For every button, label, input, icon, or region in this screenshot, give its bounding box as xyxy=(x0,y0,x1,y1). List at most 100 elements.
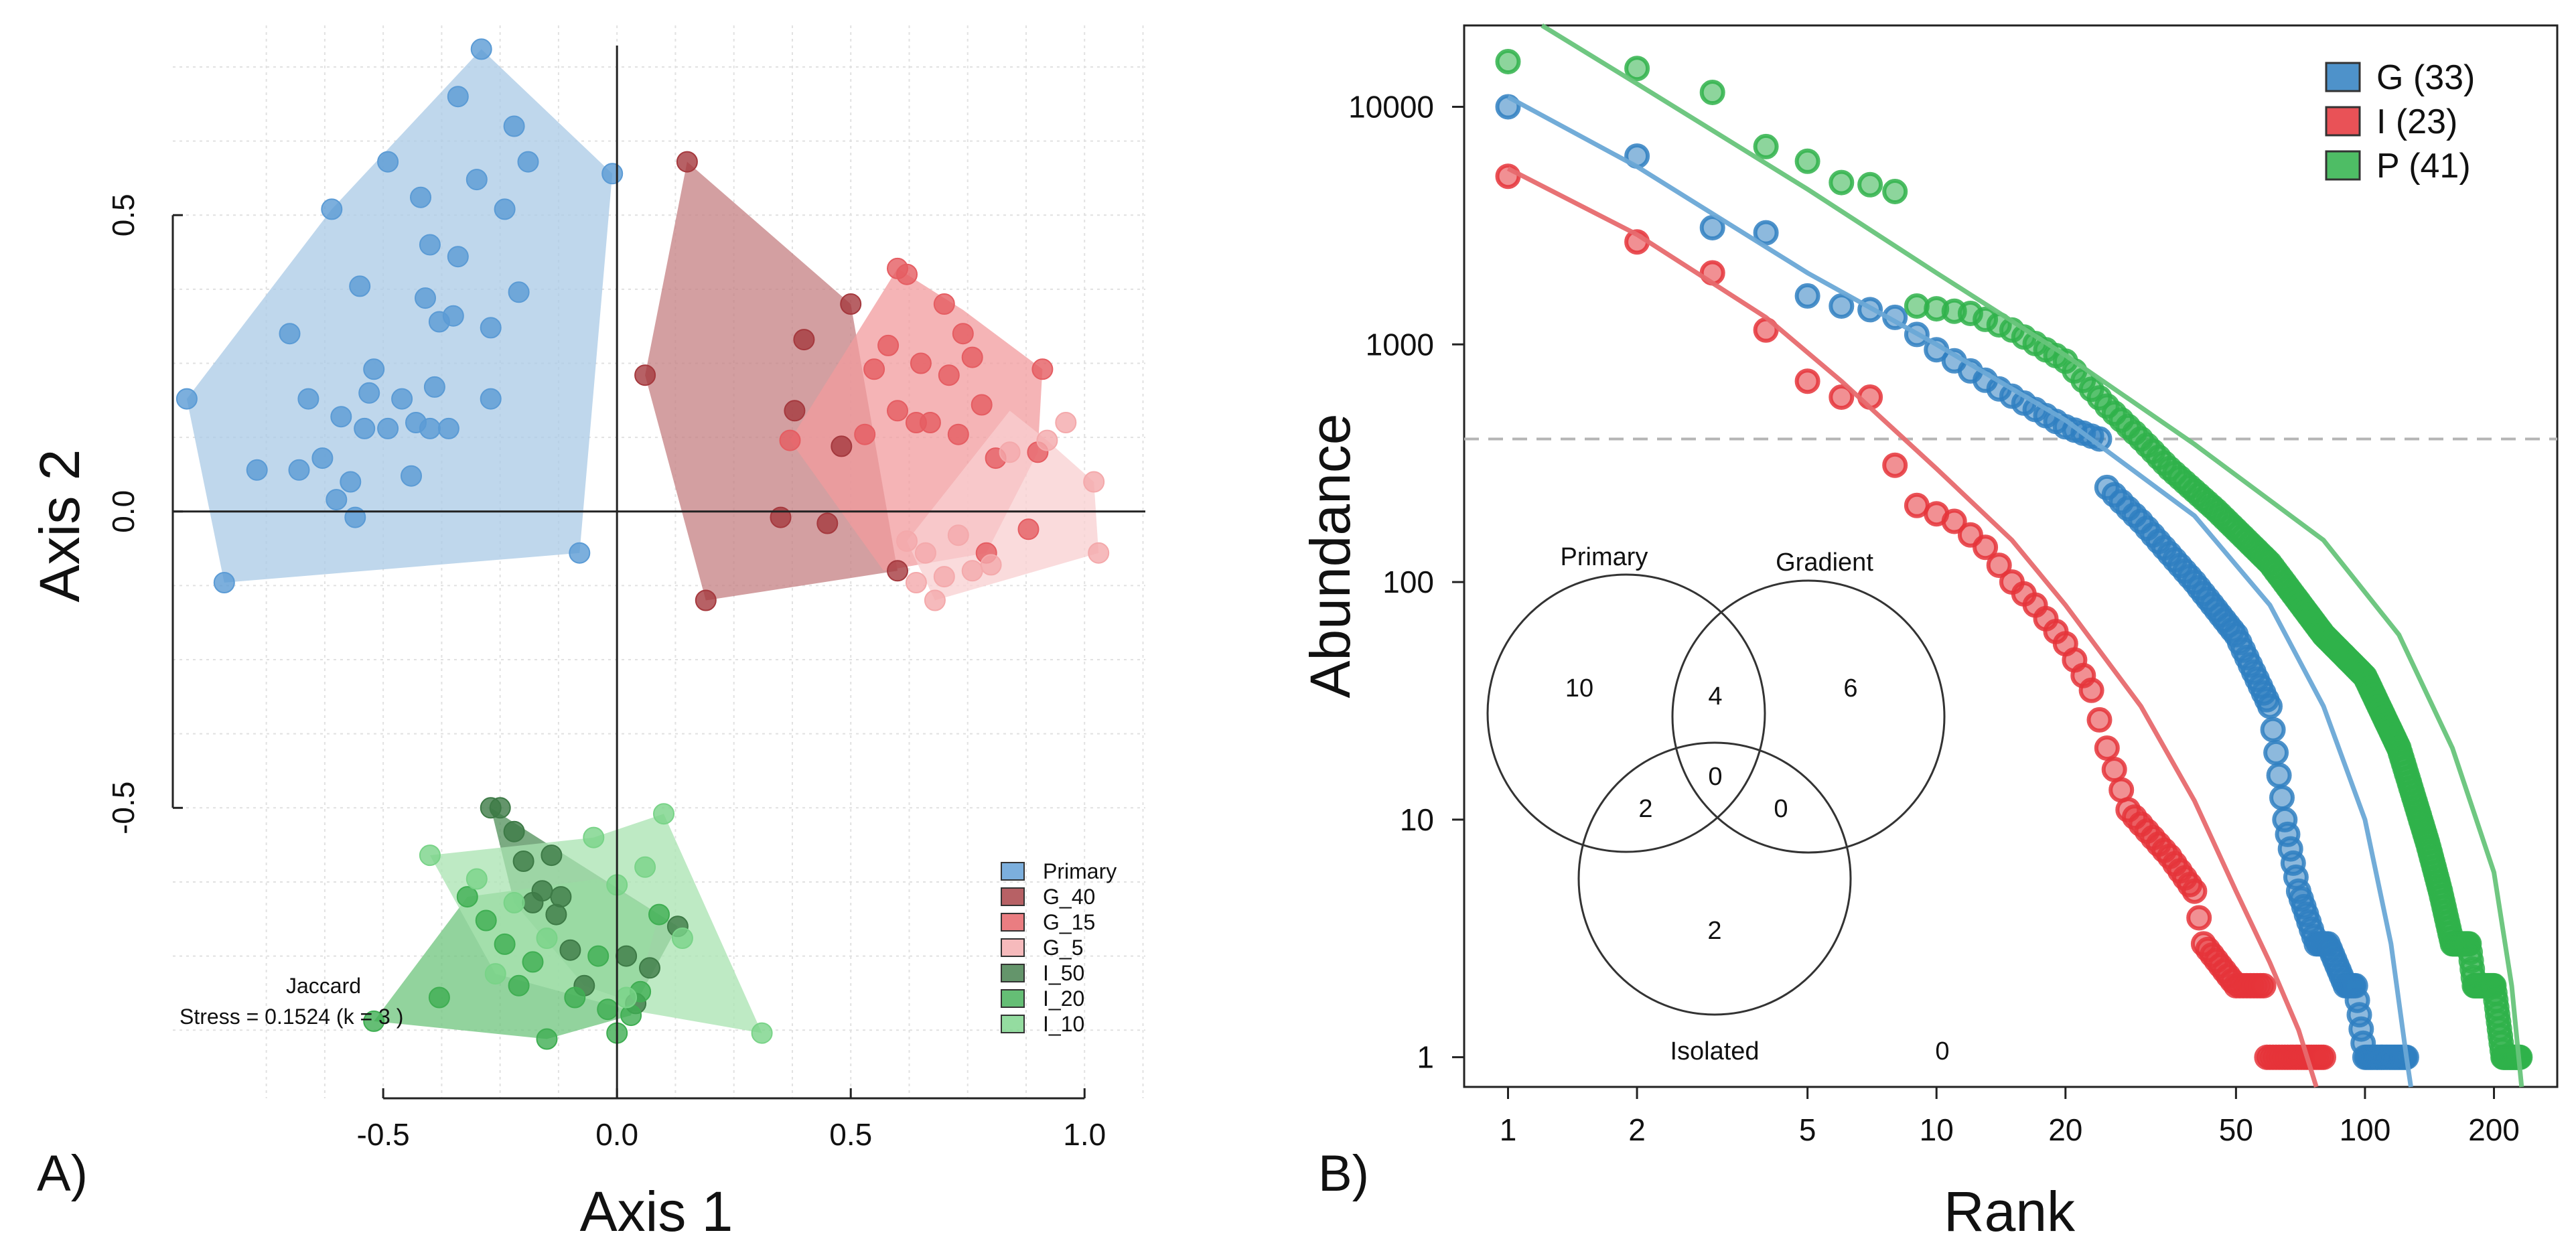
point-i-23 xyxy=(2094,735,2120,761)
point-i-20 xyxy=(597,999,619,1021)
panel-a-points xyxy=(175,38,1110,1050)
point-primary xyxy=(494,198,516,220)
panel-b-y-tick-label: 10 xyxy=(1400,802,1434,837)
point-primary xyxy=(344,506,366,528)
point-g-40 xyxy=(634,364,656,386)
legend-label-primary: Primary xyxy=(1043,859,1117,883)
panel-b-x-tick-label: 1 xyxy=(1500,1112,1517,1147)
point-g-33 xyxy=(2269,785,2295,811)
panel-b-y-tick-label: 10000 xyxy=(1348,89,1434,124)
point-g-15 xyxy=(854,423,876,445)
panel-b-plot-frame xyxy=(1463,24,2559,1088)
point-i-10 xyxy=(536,928,558,949)
panel-b-y-tick-label: 100 xyxy=(1382,565,1434,599)
point-primary xyxy=(311,447,334,469)
point-p-41 xyxy=(1857,171,1883,198)
panel-a-x-tick-label: 0.0 xyxy=(595,1117,638,1152)
point-i-20 xyxy=(363,1010,385,1032)
panel-a-stress-note: Stress = 0.1524 (k = 3 ) xyxy=(180,1005,403,1029)
point-primary xyxy=(326,489,348,511)
panel-a-x-tick-label: 1.0 xyxy=(1063,1117,1106,1152)
point-g-33 xyxy=(2266,762,2292,788)
point-primary xyxy=(363,358,385,380)
legend-label-p-41: P (41) xyxy=(2376,147,2471,186)
point-g-15 xyxy=(938,364,960,386)
point-primary xyxy=(442,305,464,327)
point-g-5 xyxy=(1055,412,1077,433)
venn-count-isolated-only: 2 xyxy=(1707,917,1721,945)
point-g-5 xyxy=(914,542,936,564)
point-primary xyxy=(569,542,591,564)
point-g-15 xyxy=(952,323,974,345)
point-i-23 xyxy=(2186,905,2212,931)
point-i-20 xyxy=(475,909,497,932)
point-g-33 xyxy=(1699,215,1725,240)
panel-b-x-tick-label: 100 xyxy=(2340,1112,2391,1147)
point-g-40 xyxy=(784,400,806,422)
legend-swatch-primary xyxy=(1001,862,1025,881)
point-primary xyxy=(401,465,422,487)
point-primary xyxy=(377,151,399,173)
panel-a-y-tick-label: 0.0 xyxy=(106,490,141,533)
point-i-20 xyxy=(508,974,530,997)
point-g-40 xyxy=(676,151,698,173)
point-i-10 xyxy=(503,891,525,913)
panel-a-nmds-plot: -0.5 0.0 0.5 1.0 -0.5 0.0 0.5 Axis 1 Axis 2 J… xyxy=(28,25,1145,1243)
point-primary xyxy=(288,459,310,481)
point-primary xyxy=(447,246,469,268)
point-g-15 xyxy=(887,400,908,422)
point-g-5 xyxy=(896,530,918,552)
point-g-40 xyxy=(770,506,792,528)
venn-diagram: Primary Gradient Isolated 10 4 6 2 0 0 2… xyxy=(1486,543,1950,1065)
panel-b-y-axis-title: Abundance xyxy=(1299,413,1362,698)
legend-label-i-20: I_20 xyxy=(1043,986,1084,1011)
point-primary xyxy=(419,417,441,439)
point-i-50 xyxy=(639,957,660,979)
point-primary xyxy=(410,186,431,208)
point-i-50 xyxy=(541,844,563,867)
point-i-50 xyxy=(531,880,553,902)
point-primary xyxy=(517,151,539,173)
fit-curve-p-41 xyxy=(1541,23,2524,1088)
venn-count-primary-gradient: 4 xyxy=(1708,682,1722,711)
venn-count-primary-isolated: 2 xyxy=(1638,795,1652,823)
point-g-5 xyxy=(999,441,1021,463)
point-primary xyxy=(503,115,525,137)
point-i-20 xyxy=(564,986,586,1009)
point-primary xyxy=(508,281,530,303)
point-g-15 xyxy=(933,293,955,315)
fit-curve-g-33 xyxy=(1506,94,2413,1088)
panel-b-x-tick-label: 2 xyxy=(1628,1112,1646,1147)
point-i-10 xyxy=(616,986,638,1009)
fit-curve-i-23 xyxy=(1506,166,2319,1088)
point-i-20 xyxy=(536,1028,558,1050)
panel-a-x-tick-label: -0.5 xyxy=(357,1117,410,1152)
venn-circle-gradient xyxy=(1671,579,1946,854)
point-g-5 xyxy=(961,560,983,582)
point-g-15 xyxy=(961,346,983,368)
point-i-20 xyxy=(428,986,450,1009)
point-g-33 xyxy=(2260,717,2286,743)
panel-a-y-axis-title: Axis 2 xyxy=(28,449,91,603)
point-i-20 xyxy=(648,903,670,926)
legend-label-i-23: I (23) xyxy=(2376,102,2457,141)
legend-swatch-g-5 xyxy=(1001,938,1025,957)
legend-label-g-40: G_40 xyxy=(1043,885,1095,909)
panel-a-x-tick-label: 0.5 xyxy=(829,1117,872,1152)
venn-label-gradient: Gradient xyxy=(1776,548,1873,577)
point-i-10 xyxy=(466,868,488,890)
point-i-20 xyxy=(587,945,610,967)
point-i-10 xyxy=(419,844,441,867)
point-i-23 xyxy=(2250,972,2277,999)
point-g-40 xyxy=(816,512,839,534)
point-i-10 xyxy=(583,826,605,849)
panel-b-y-tick-label: 1000 xyxy=(1366,327,1434,362)
point-i-50 xyxy=(545,903,567,926)
point-g-5 xyxy=(1036,429,1058,451)
point-i-10 xyxy=(634,856,656,878)
point-primary xyxy=(349,275,371,297)
point-primary xyxy=(391,388,413,410)
point-g-5 xyxy=(905,572,927,593)
